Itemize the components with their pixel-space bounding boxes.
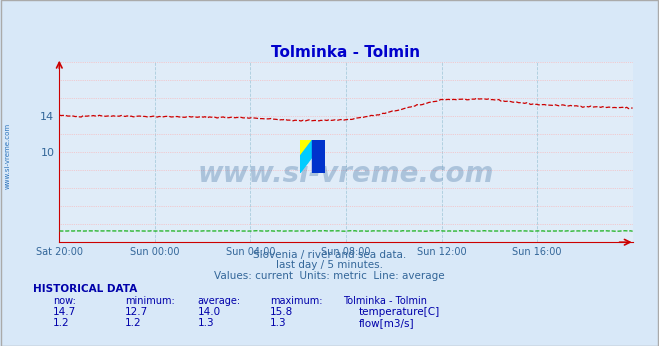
- Text: 1.2: 1.2: [125, 318, 142, 328]
- Text: HISTORICAL DATA: HISTORICAL DATA: [33, 284, 137, 294]
- Polygon shape: [300, 140, 312, 173]
- Text: average:: average:: [198, 296, 241, 306]
- Text: 1.3: 1.3: [198, 318, 214, 328]
- Text: Slovenia / river and sea data.: Slovenia / river and sea data.: [253, 250, 406, 260]
- Text: 15.8: 15.8: [270, 307, 293, 317]
- Text: Tolminka - Tolmin: Tolminka - Tolmin: [343, 296, 426, 306]
- Text: 1.3: 1.3: [270, 318, 287, 328]
- Text: now:: now:: [53, 296, 76, 306]
- Text: maximum:: maximum:: [270, 296, 323, 306]
- Text: 14.0: 14.0: [198, 307, 221, 317]
- Text: www.si-vreme.com: www.si-vreme.com: [5, 122, 11, 189]
- Text: flow[m3/s]: flow[m3/s]: [359, 318, 415, 328]
- Text: 12.7: 12.7: [125, 307, 148, 317]
- Polygon shape: [300, 140, 312, 156]
- Title: Tolminka - Tolmin: Tolminka - Tolmin: [272, 45, 420, 60]
- Text: temperature[C]: temperature[C]: [359, 307, 440, 317]
- Text: minimum:: minimum:: [125, 296, 175, 306]
- Text: 14.7: 14.7: [53, 307, 76, 317]
- Text: 1.2: 1.2: [53, 318, 69, 328]
- Text: last day / 5 minutes.: last day / 5 minutes.: [276, 260, 383, 270]
- Polygon shape: [312, 140, 325, 173]
- Text: www.si-vreme.com: www.si-vreme.com: [198, 160, 494, 188]
- Text: Values: current  Units: metric  Line: average: Values: current Units: metric Line: aver…: [214, 271, 445, 281]
